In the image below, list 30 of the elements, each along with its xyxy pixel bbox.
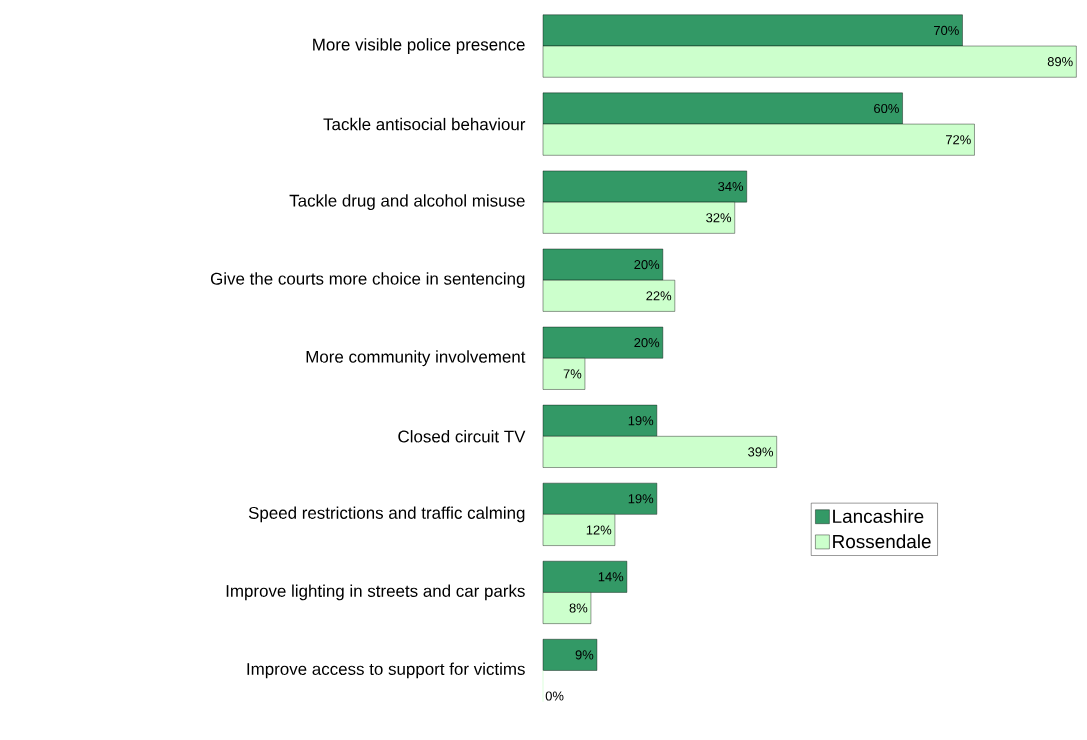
legend-label: Rossendale (833, 534, 931, 549)
data-label: 19% (628, 494, 654, 504)
data-label: 0% (545, 691, 564, 701)
y-tick-label: More community involvement (306, 350, 526, 367)
data-label: 89% (1047, 57, 1073, 67)
data-label: 34% (718, 181, 744, 192)
data-label: 19% (628, 416, 654, 426)
y-tick-label: More visible police presence (313, 38, 525, 54)
data-label: 70% (934, 25, 959, 35)
y-tick-label: Speed restrictions and traffic calming (248, 506, 525, 523)
legend-label: Lancashire (833, 509, 924, 524)
data-label: 20% (634, 338, 660, 348)
y-tick-label: Improve lighting in streets and car parks (226, 584, 525, 601)
y-tick-label: Tackle drug and alcohol misuse (289, 194, 525, 211)
y-tick-label: Give the courts more choice in sentencing (210, 272, 525, 289)
data-label: 60% (874, 103, 899, 114)
data-label: 39% (748, 447, 774, 457)
data-label: 9% (575, 650, 594, 660)
data-label: 22% (646, 291, 672, 301)
data-label: 7% (563, 369, 582, 379)
y-tick-label: Tackle antisocial behaviour (323, 117, 526, 131)
data-label: 8% (569, 603, 588, 613)
bar (542, 639, 598, 671)
data-label: 14% (598, 572, 624, 582)
data-label: 12% (586, 525, 612, 535)
y-tick-label: Improve access to support for victims (247, 662, 525, 679)
y-tick-label: Closed circuit TV (398, 430, 526, 443)
data-label: 20% (634, 259, 660, 270)
data-label: 72% (946, 135, 971, 145)
data-label: 32% (706, 213, 732, 223)
